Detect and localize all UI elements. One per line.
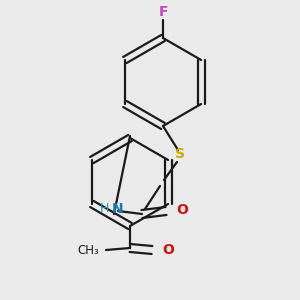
Text: O: O	[162, 243, 174, 257]
Text: H: H	[99, 202, 109, 215]
Text: N: N	[112, 202, 124, 216]
Text: O: O	[176, 203, 188, 217]
Text: F: F	[158, 5, 168, 19]
Text: S: S	[175, 147, 185, 161]
Text: CH₃: CH₃	[77, 244, 99, 256]
